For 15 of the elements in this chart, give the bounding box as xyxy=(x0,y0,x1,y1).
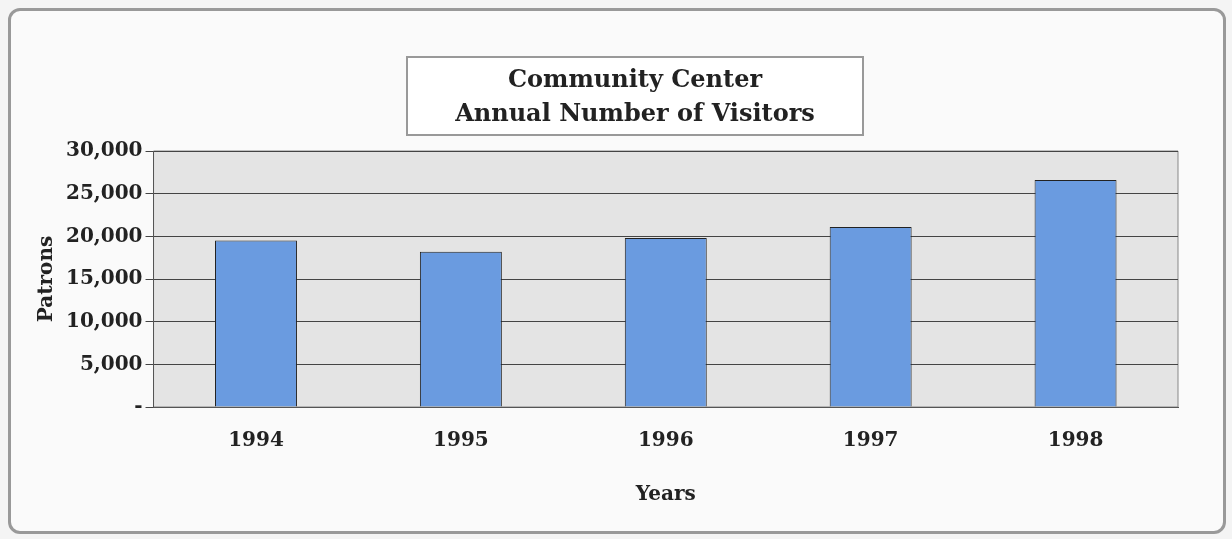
y-tick-label: 5,000 xyxy=(79,350,143,375)
y-tick-label: 15,000 xyxy=(66,265,143,290)
y-axis-title: Patrons xyxy=(33,235,58,323)
y-tick-label: 25,000 xyxy=(66,179,143,204)
y-tick-label: 30,000 xyxy=(66,137,143,162)
y-tick-label: - xyxy=(134,393,143,418)
x-tick-label: 1998 xyxy=(1047,427,1104,452)
x-tick-label: 1997 xyxy=(842,427,899,452)
y-tick-label: 10,000 xyxy=(66,307,143,332)
chart-title: Community Center Annual Number of Visitors xyxy=(406,56,864,136)
x-tick-label: 1994 xyxy=(228,427,284,452)
x-tick-label: 1996 xyxy=(637,427,694,452)
x-axis-title: Years xyxy=(634,481,696,506)
x-tick-label: 1995 xyxy=(433,427,489,452)
y-tick-label: 20,000 xyxy=(66,222,143,247)
